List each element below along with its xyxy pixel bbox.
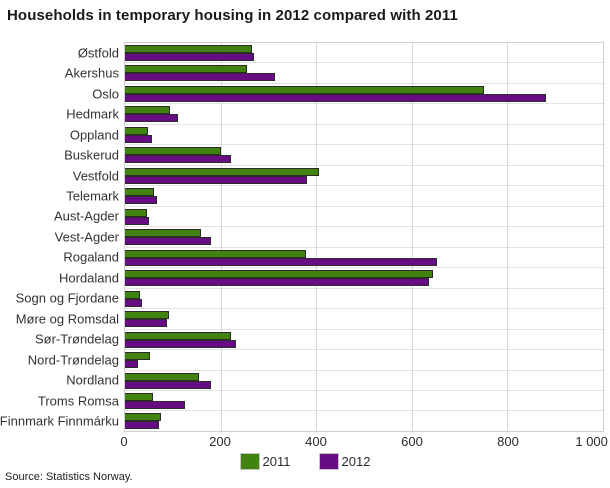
x-tick-label: 0 xyxy=(120,434,128,449)
bar-2011 xyxy=(125,167,319,176)
plot-area: Østfold Akershus Oslo Hedmark Oppland Bu… xyxy=(0,42,604,432)
legend-swatch-2011 xyxy=(239,453,260,470)
bar-2012 xyxy=(125,216,149,225)
bar-2012 xyxy=(125,257,438,266)
bar-2012 xyxy=(125,237,212,246)
category-label: Nordland xyxy=(66,372,119,388)
chart-row: Sør-Trøndelag xyxy=(35,330,603,351)
gridline xyxy=(316,43,318,431)
bar-2011 xyxy=(125,331,231,340)
category-label: Oppland xyxy=(69,127,119,143)
legend-label-2012: 2012 xyxy=(341,454,371,469)
legend-label-2011: 2011 xyxy=(262,454,291,469)
bar-2011 xyxy=(125,126,148,135)
bar-2011 xyxy=(125,147,221,156)
bar-2011 xyxy=(125,188,155,197)
bar-2012 xyxy=(125,400,186,409)
chart-row: Sogn og Fjordane xyxy=(16,289,603,310)
bar-2011 xyxy=(125,270,433,279)
category-label: Møre og Romsdal xyxy=(15,311,119,327)
chart-row: Nord-Trøndelag xyxy=(28,350,603,371)
chart-row: Oslo xyxy=(92,84,603,105)
bar-2011 xyxy=(125,413,162,422)
bar-2012 xyxy=(125,114,178,123)
category-label: Troms Romsa xyxy=(37,393,119,409)
gridline xyxy=(411,43,413,431)
chart-row: Rogaland xyxy=(63,248,603,269)
chart-title: Households in temporary housing in 2012 … xyxy=(7,7,458,24)
source-note: Source: Statistics Norway. xyxy=(5,471,133,483)
category-label: Sogn og Fjordane xyxy=(15,290,119,306)
bar-2011 xyxy=(125,249,306,258)
bar-2012 xyxy=(125,360,139,369)
category-label: Finnmark Finnmárku xyxy=(0,413,119,429)
chart-row: Akershus xyxy=(65,63,603,84)
legend: 2011 2012 xyxy=(0,453,610,470)
category-label: Telemark xyxy=(66,188,119,204)
legend-item-2012: 2012 xyxy=(318,453,371,470)
legend-swatch-2012 xyxy=(318,453,339,470)
bar-2011 xyxy=(125,290,141,299)
gridline xyxy=(220,43,222,431)
bar-2012 xyxy=(125,93,546,102)
bar-2011 xyxy=(125,85,484,94)
bar-2012 xyxy=(125,73,275,82)
x-axis-ticks: 0 200 400 600 800 1 000 xyxy=(120,434,608,450)
bar-2012 xyxy=(125,53,255,61)
bar-2011 xyxy=(125,311,169,320)
chart-row: Nordland xyxy=(66,371,603,391)
chart-row: Finnmark Finnmárku xyxy=(0,411,603,430)
category-label: Hedmark xyxy=(66,106,119,122)
category-label: Oslo xyxy=(92,86,119,102)
bar-2011 xyxy=(125,229,201,238)
bar-2012 xyxy=(125,339,237,348)
bar-2012 xyxy=(125,196,157,205)
chart-row: Hordaland xyxy=(59,268,603,289)
category-label: Sør-Trøndelag xyxy=(34,331,119,347)
bar-2011 xyxy=(125,372,199,381)
chart-row: Troms Romsa xyxy=(38,391,603,412)
chart-row: Østfold xyxy=(78,43,603,64)
chart-row: Vestfold xyxy=(73,166,603,187)
bar-2011 xyxy=(125,65,247,74)
chart-row: Aust-Agder xyxy=(54,207,603,228)
category-label: Vestfold xyxy=(72,168,119,184)
bar-2012 xyxy=(125,134,153,143)
x-tick-label: 600 xyxy=(401,434,423,449)
chart-row: Møre og Romsdal xyxy=(16,309,603,330)
bar-2012 xyxy=(125,278,429,287)
bar-2012 xyxy=(125,421,160,430)
category-label: Nord-Trøndelag xyxy=(27,352,119,368)
chart-row: Telemark xyxy=(66,186,603,207)
bar-2012 xyxy=(125,175,307,184)
chart-row: Vest-Agder xyxy=(55,227,603,248)
x-tick-label: 400 xyxy=(305,434,327,449)
x-tick-label: 800 xyxy=(497,434,519,449)
bar-2011 xyxy=(125,208,148,217)
bar-2012 xyxy=(125,298,142,307)
bar-2011 xyxy=(125,352,150,361)
category-label: Hordaland xyxy=(59,270,119,286)
chart-row: Hedmark xyxy=(66,104,603,125)
category-label: Buskerud xyxy=(64,147,119,163)
chart-row: Buskerud xyxy=(64,145,603,166)
category-label: Aust-Agder xyxy=(53,208,119,224)
bar-2011 xyxy=(125,106,171,115)
category-label: Vest-Agder xyxy=(54,229,119,245)
category-label: Akershus xyxy=(64,65,119,81)
bar-2011 xyxy=(125,392,153,401)
bar-2012 xyxy=(125,319,168,328)
category-label: Rogaland xyxy=(63,249,119,265)
x-tick-label: 1 000 xyxy=(575,434,608,449)
gridline xyxy=(507,43,509,431)
chart-row: Oppland xyxy=(70,125,603,146)
bar-2012 xyxy=(125,155,232,164)
bar-2011 xyxy=(125,45,252,53)
bar-2012 xyxy=(125,380,212,389)
category-label: Østfold xyxy=(77,45,119,61)
legend-item-2011: 2011 xyxy=(239,453,291,470)
x-tick-label: 200 xyxy=(209,434,231,449)
